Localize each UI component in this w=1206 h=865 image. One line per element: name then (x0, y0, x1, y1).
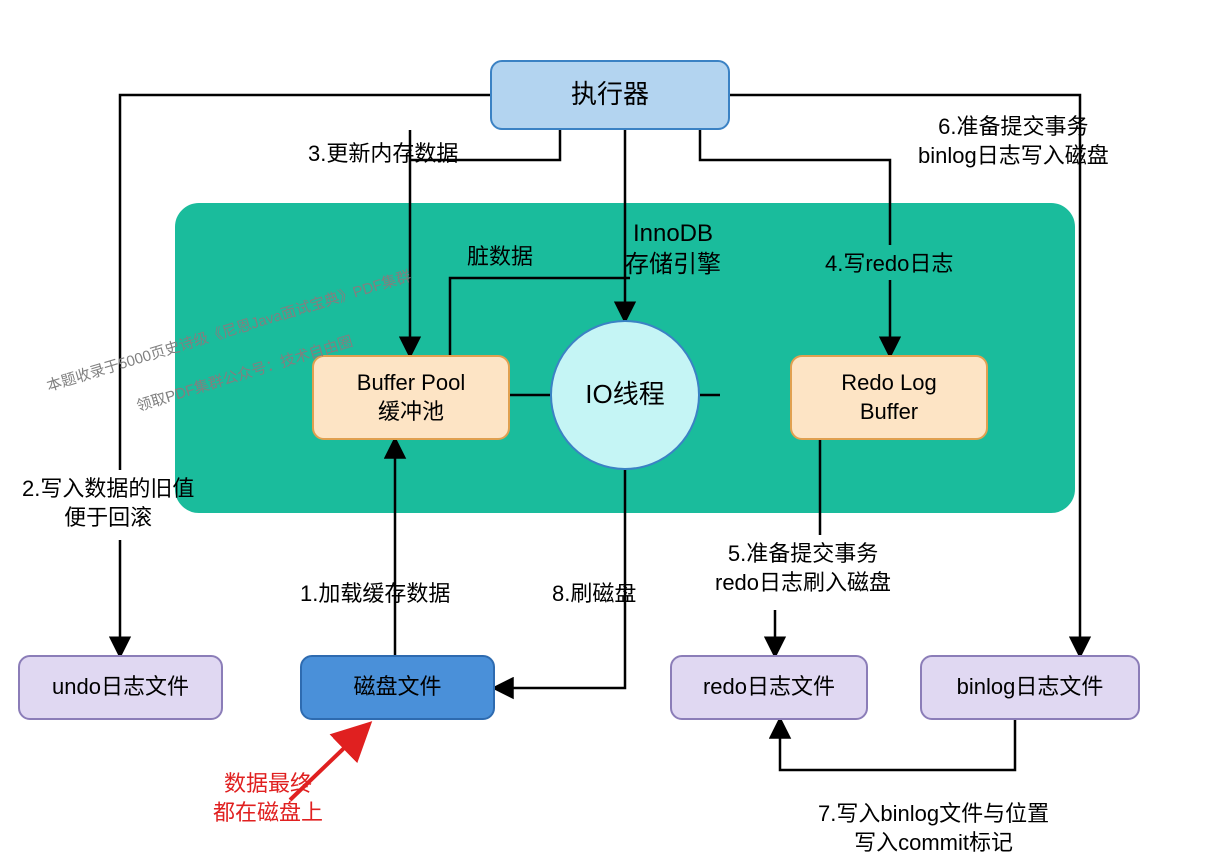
step-3-label: 3.更新内存数据 (308, 140, 458, 169)
step-4-label: 4.写redo日志 (825, 250, 953, 279)
undo-file-node: undo日志文件 (18, 655, 223, 720)
step-2-label: 2.写入数据的旧值 便于回滚 (22, 475, 194, 532)
step-7-label: 7.写入binlog文件与位置 写入commit标记 (818, 800, 1049, 857)
exec-branch-r (700, 130, 890, 245)
executor-node: 执行器 (490, 60, 730, 130)
binlog-file-node: binlog日志文件 (920, 655, 1140, 720)
binlog-to-redo (780, 720, 1015, 770)
redofile-label: redo日志文件 (703, 673, 835, 702)
red-note-label: 数据最终 都在磁盘上 (213, 770, 323, 827)
redo-file-node: redo日志文件 (670, 655, 868, 720)
disk-label: 磁盘文件 (353, 673, 441, 702)
dirty-data-label: 脏数据 (467, 243, 533, 272)
io-label: IO线程 (585, 378, 664, 412)
innodb-title: InnoDB 存储引擎 (625, 218, 721, 280)
executor-label: 执行器 (571, 78, 649, 112)
step-1-label: 1.加载缓存数据 (300, 580, 450, 609)
io-thread-node: IO线程 (550, 320, 700, 470)
io-to-disk (495, 470, 625, 688)
buffer-pool-node: Buffer Pool 缓冲池 (312, 355, 510, 440)
buffer-label: Buffer Pool 缓冲池 (357, 369, 465, 426)
undo-label: undo日志文件 (52, 673, 189, 702)
step-8-label: 8.刷磁盘 (552, 580, 636, 609)
step-5-label: 5.准备提交事务 redo日志刷入磁盘 (715, 540, 891, 597)
disk-file-node: 磁盘文件 (300, 655, 495, 720)
redo-log-buffer-node: Redo Log Buffer (790, 355, 988, 440)
redobuf-label: Redo Log Buffer (841, 369, 936, 426)
binlog-label: binlog日志文件 (957, 673, 1104, 702)
step-6-label: 6.准备提交事务 binlog日志写入磁盘 (918, 113, 1109, 170)
